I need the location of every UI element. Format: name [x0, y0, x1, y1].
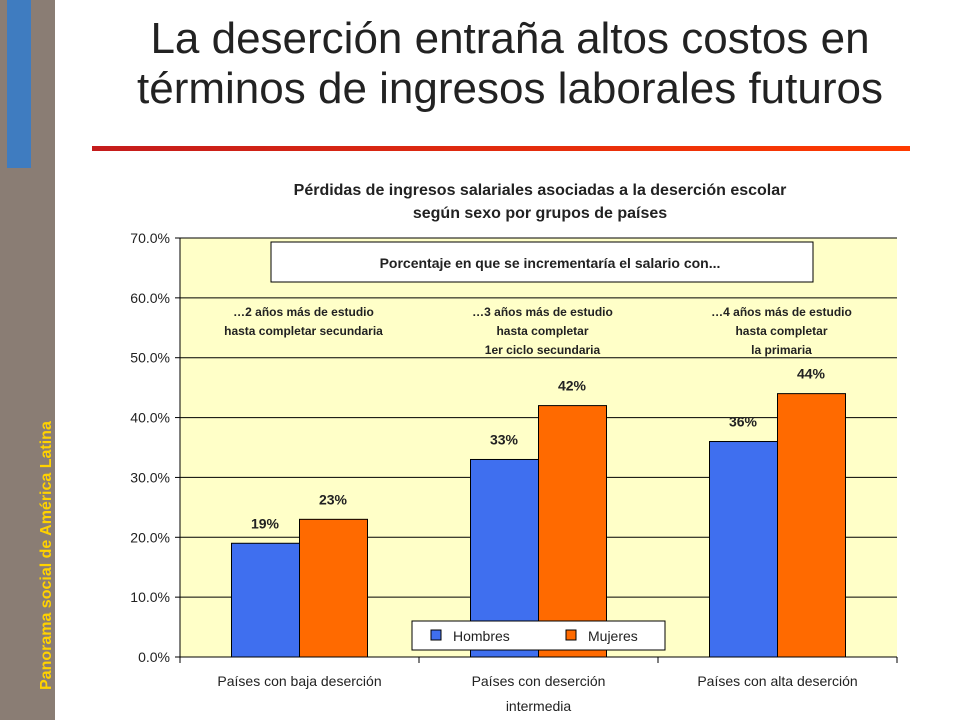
y-tick-label: 20.0% [130, 529, 170, 545]
annotation-box [270, 241, 814, 283]
chart-title-line2: según sexo por grupos de países [412, 205, 668, 222]
slide-title-line2: términos de ingresos laborales futuros [137, 64, 883, 113]
group-note: …3 años más de estudio [472, 305, 613, 319]
legend [411, 620, 666, 651]
category-label: Países con deserción [472, 673, 606, 689]
category-label: intermedia [506, 698, 572, 714]
legend-swatch-hombres [430, 629, 442, 641]
category-label: Países con baja deserción [217, 673, 381, 689]
bar-mujeres-2 [538, 405, 607, 658]
data-label: 36% [729, 414, 758, 430]
data-label: 33% [490, 431, 519, 447]
y-tick-label: 50.0% [130, 350, 170, 366]
title-rule [92, 146, 910, 151]
group-note: …4 años más de estudio [711, 305, 852, 319]
bar-hombres-3 [709, 441, 778, 658]
group-note: hasta completar [496, 324, 588, 338]
annotation-text: Porcentaje en que se incrementaría el sa… [380, 255, 721, 271]
bar-mujeres-3 [777, 393, 846, 658]
bar-mujeres-1 [299, 518, 368, 658]
category-label: Países con alta deserción [697, 673, 857, 689]
y-tick-label: 0.0% [138, 649, 170, 665]
slide-title-line1: La deserción entraña altos costos en [150, 14, 870, 63]
group-note: …2 años más de estudio [233, 305, 374, 319]
y-tick-label: 30.0% [130, 469, 170, 485]
y-tick-label: 70.0% [130, 230, 170, 246]
data-label: 19% [251, 515, 280, 531]
legend-label: Mujeres [588, 628, 638, 644]
sidebar-accent [7, 0, 31, 168]
data-label: 42% [558, 378, 587, 394]
data-label: 44% [797, 366, 826, 382]
y-tick-label: 60.0% [130, 290, 170, 306]
sidebar: Panorama social de América Latina [0, 0, 55, 720]
group-note: hasta completar secundaria [224, 324, 383, 338]
group-note: hasta completar [735, 324, 827, 338]
bar-hombres-1 [231, 542, 300, 658]
legend-swatch-mujeres [565, 629, 577, 641]
slide-title: La deserción entraña altos costos en tér… [60, 14, 960, 114]
legend-label: Hombres [453, 628, 510, 644]
chart-title-line1: Pérdidas de ingresos salariales asociada… [293, 182, 787, 199]
group-note: 1er ciclo secundaria [485, 343, 601, 357]
data-label: 23% [319, 491, 348, 507]
chart-title: Pérdidas de ingresos salariales asociada… [180, 179, 900, 225]
group-note: la primaria [751, 343, 812, 357]
y-tick-label: 40.0% [130, 410, 170, 426]
y-tick-label: 10.0% [130, 589, 170, 605]
